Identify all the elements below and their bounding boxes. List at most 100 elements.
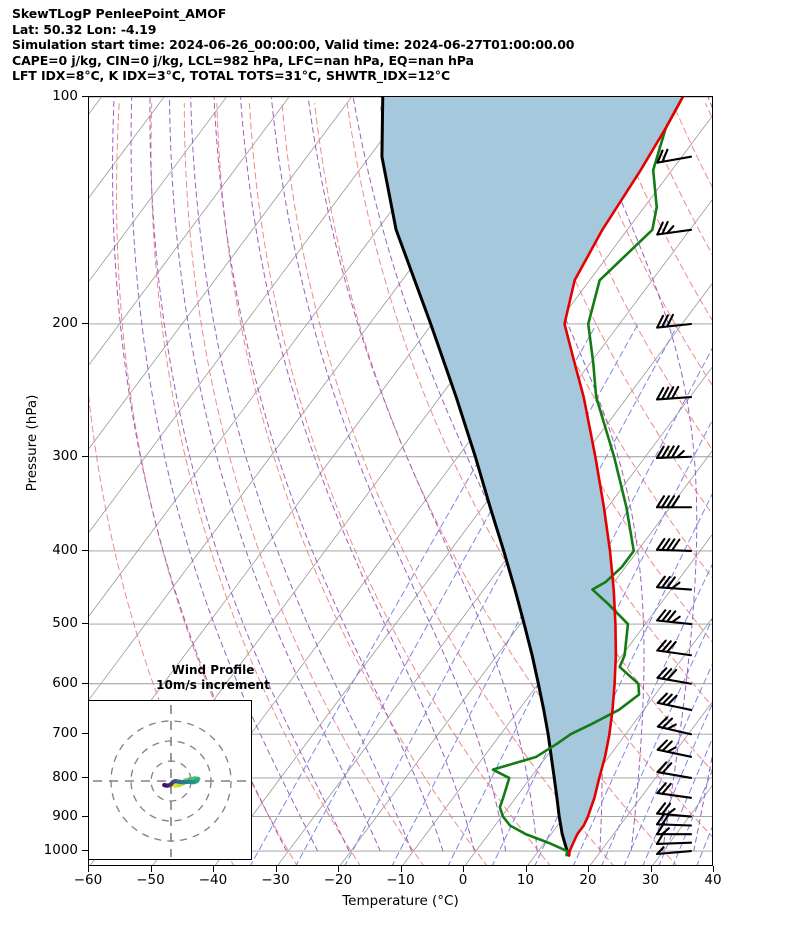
x-tick-mark [400,866,402,872]
wind-barb [656,148,693,164]
wind-barb [656,802,693,818]
y-tick-mark [82,850,88,852]
mixing-ratio-line [573,563,712,865]
mixing-ratio-line [642,703,712,865]
y-tick-label: 500 [52,615,78,632]
y-tick-mark [82,455,88,457]
title-line-2: Lat: 50.32 Lon: -4.19 [12,21,157,37]
skewt-plot-area [88,96,713,866]
y-tick-mark [82,682,88,684]
wind-barb [656,385,693,401]
title-line-5: LFT IDX=8°C, K IDX=3°C, TOTAL TOTS=31°C,… [12,68,451,84]
isotherm-line [89,97,290,366]
temperature-parcel-shading [381,97,683,856]
y-tick-mark [82,815,88,817]
x-tick-mark [275,866,277,872]
wind-barb [655,537,693,553]
x-tick-mark [463,866,465,872]
x-axis-label: Temperature (°C) [342,893,459,909]
wind-profile-title-line-1: Wind Profile [171,663,255,677]
wind-barb [656,739,693,758]
y-tick-mark [82,776,88,779]
x-tick-label: 0 [458,872,468,888]
dewpoint-profile-line [491,97,685,857]
isotherm-line [89,97,227,282]
moist-adiabat-line [213,97,444,852]
figure-title-block: SkewTLogP PenleePoint_AMOF Lat: 50.32 Lo… [12,6,712,84]
wind-barb [656,667,693,685]
mixing-ratio-line [696,826,712,865]
y-tick-label: 400 [52,541,78,558]
title-line-1: SkewTLogP PenleePoint_AMOF [12,6,227,21]
wind-profile-title: Wind Profile 10m/s increment [118,663,308,693]
x-tick-label: 20 [579,872,597,888]
y-tick-label: 200 [52,314,78,331]
moist-adiabat-line [240,97,475,852]
y-tick-mark [82,322,88,325]
parcel-profile-line [380,97,571,857]
y-tick-label: 700 [52,725,78,742]
moist-adiabat-line [130,97,319,852]
x-tick-mark [650,866,652,872]
y-tick-mark [82,96,88,98]
wind-barb [656,639,693,657]
x-tick-mark [713,866,715,872]
isotherm-line [89,97,477,617]
wind-barb [656,692,693,712]
dry-adiabat-line [116,102,298,865]
isotherm-line [89,97,415,533]
wind-barb [656,782,693,799]
hodograph-box [88,700,252,860]
x-tick-mark [150,866,152,872]
moist-adiabat-line [307,97,538,852]
mixing-ratio-line [658,738,712,865]
wind-barb [655,445,693,459]
y-tick-label: 1000 [43,842,78,859]
moist-adiabat-line [270,97,507,852]
moist-adiabat-line [482,97,645,852]
x-tick-mark [338,866,340,872]
dry-adiabat-line [216,102,488,865]
moist-adiabat-line [190,97,413,852]
title-line-4: CAPE=0 j/kg, CIN=0 j/kg, LCL=982 hPa, LF… [12,52,474,68]
x-tick-label: 40 [704,872,722,888]
isotherm-line [339,366,712,865]
x-tick-label: −20 [323,872,353,888]
wind-barb [656,313,693,329]
x-tick-label: −10 [386,872,415,888]
dry-adiabat-line [542,102,712,451]
y-tick-label: 900 [52,807,78,824]
dry-adiabat-line [183,102,424,865]
wind-barb [656,761,693,780]
mixing-ratio-line [344,323,639,865]
isotherm-line [402,450,712,865]
mixing-ratio-line [601,618,712,865]
y-tick-label: 100 [52,88,78,104]
wind-profile-title-line-2: 10m/s increment [156,678,270,692]
mixing-ratio-line [623,663,712,865]
x-tick-mark [88,866,90,872]
x-tick-label: 30 [641,872,660,888]
x-tick-label: −50 [136,872,165,888]
y-tick-mark [82,733,88,735]
title-line-3: Simulation start time: 2024-06-26_00:00:… [12,37,575,53]
mixing-ratio-line [447,347,712,865]
moist-adiabat-line [169,97,381,852]
dry-adiabat-line [607,102,712,321]
hodograph-canvas [93,705,249,857]
y-tick-label: 300 [52,447,78,464]
isotherm-line [527,617,712,865]
wind-barb [656,609,693,626]
dry-adiabat-line [509,102,712,515]
y-axis-label: Pressure (hPa) [24,394,40,492]
wind-barb [655,495,693,509]
wind-barb [656,716,693,736]
moist-adiabat-line [149,97,350,852]
mixing-ratio-line [534,493,712,865]
mixing-ratio-line [672,770,712,865]
wind-barb [656,575,693,591]
x-tick-mark [588,866,590,872]
moist-adiabat-line [693,97,712,852]
wind-barb [656,220,693,236]
mixing-ratio-line [250,323,559,865]
